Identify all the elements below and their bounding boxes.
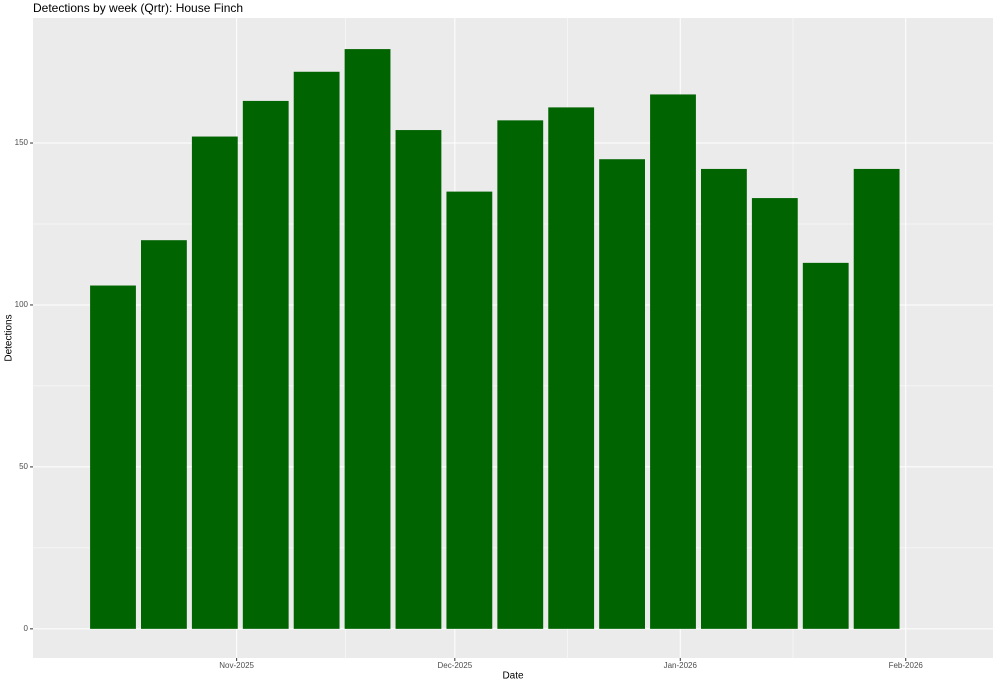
y-tick-label: 100 <box>15 300 29 309</box>
bar <box>395 130 442 629</box>
bar <box>90 285 136 629</box>
bar <box>548 107 595 629</box>
y-tick-label: 0 <box>24 624 29 633</box>
bar <box>751 198 798 629</box>
bar <box>293 71 340 629</box>
bar <box>497 120 544 629</box>
x-tick-label: Nov-2025 <box>219 661 254 670</box>
x-tick-label: Dec-2025 <box>437 661 472 670</box>
x-axis-title: Date <box>502 671 524 682</box>
bar <box>599 159 645 629</box>
x-tick-label: Jan-2026 <box>664 661 698 670</box>
y-tick-label: 150 <box>15 138 29 147</box>
bar <box>242 100 289 629</box>
x-tick-label: Feb-2026 <box>889 661 924 670</box>
bar <box>701 168 747 629</box>
y-tick-label: 50 <box>19 462 28 471</box>
bar <box>802 262 849 629</box>
bar <box>446 191 493 629</box>
y-axis-title: Detections <box>4 314 15 361</box>
chart-title: Detections by week (Qrtr): House Finch <box>33 1 243 15</box>
bar <box>191 136 238 629</box>
bar <box>344 49 391 629</box>
bar <box>650 94 696 629</box>
bar <box>141 240 187 629</box>
bar <box>853 168 900 629</box>
